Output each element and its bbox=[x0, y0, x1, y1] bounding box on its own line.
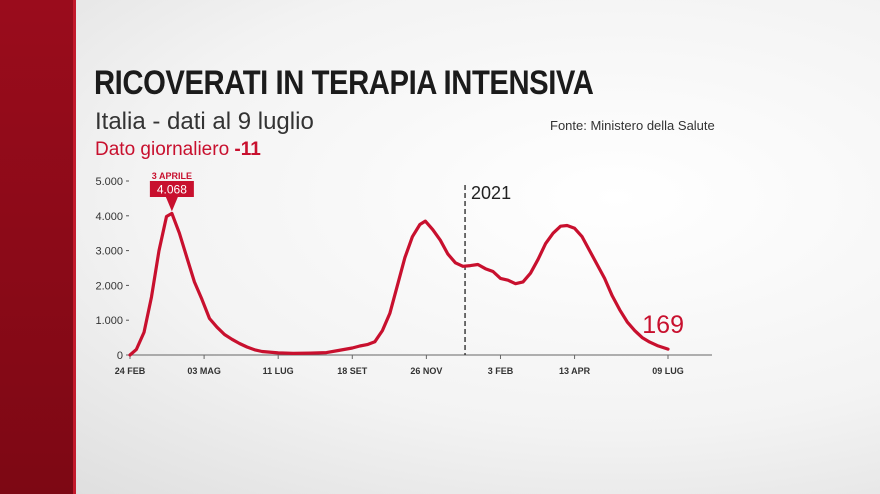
y-tick-label: 2.000 bbox=[95, 280, 123, 292]
annotations: 3 APRILE 4.068 169 bbox=[149, 171, 684, 339]
x-tick-label: 13 APR bbox=[559, 366, 591, 376]
y-axis: 0 1.000 2.000 3.000 4.000 5.000 bbox=[95, 176, 129, 362]
data-source: Fonte: Ministero della Salute bbox=[550, 118, 715, 133]
peak-pointer bbox=[165, 197, 178, 212]
series-group bbox=[128, 211, 670, 357]
series-line bbox=[128, 211, 670, 357]
x-tick-label: 3 FEB bbox=[488, 366, 514, 376]
sidebar-edge bbox=[73, 0, 76, 494]
last-value-label: 169 bbox=[642, 311, 684, 339]
daily-change-value: -11 bbox=[234, 139, 261, 160]
y-tick-label: 5.000 bbox=[95, 176, 123, 188]
daily-change: Dato giornaliero -11 bbox=[95, 139, 261, 161]
x-tick-label: 11 LUG bbox=[263, 366, 294, 376]
x-tick-label: 09 LUG bbox=[652, 366, 684, 376]
peak-date-label: 3 APRILE bbox=[152, 171, 192, 181]
daily-change-label: Dato giornaliero bbox=[95, 139, 235, 160]
peak-value-label: 4.068 bbox=[157, 183, 187, 197]
y-tick-label: 3.000 bbox=[95, 246, 123, 258]
y-tick-label: 1.000 bbox=[95, 315, 123, 327]
x-tick-label: 24 FEB bbox=[115, 366, 146, 376]
x-tick-label: 18 SET bbox=[337, 366, 368, 376]
page-title: RICOVERATI IN TERAPIA INTENSIVA bbox=[94, 64, 594, 102]
divider-label: 2021 bbox=[471, 183, 511, 203]
y-tick-label: 4.000 bbox=[95, 211, 123, 223]
year-divider: 2021 bbox=[464, 183, 511, 355]
x-tick-label: 26 NOV bbox=[410, 366, 442, 376]
peak-value-box bbox=[149, 181, 194, 197]
y-tick-label: 0 bbox=[117, 350, 123, 362]
left-sidebar-bar bbox=[0, 0, 76, 494]
subtitle: Italia - dati al 9 luglio bbox=[95, 108, 314, 135]
x-axis: 24 FEB 03 MAG 11 LUG 18 SET 26 NOV 3 FEB 13 AP… bbox=[115, 354, 712, 376]
x-tick-label: 03 MAG bbox=[187, 366, 221, 376]
